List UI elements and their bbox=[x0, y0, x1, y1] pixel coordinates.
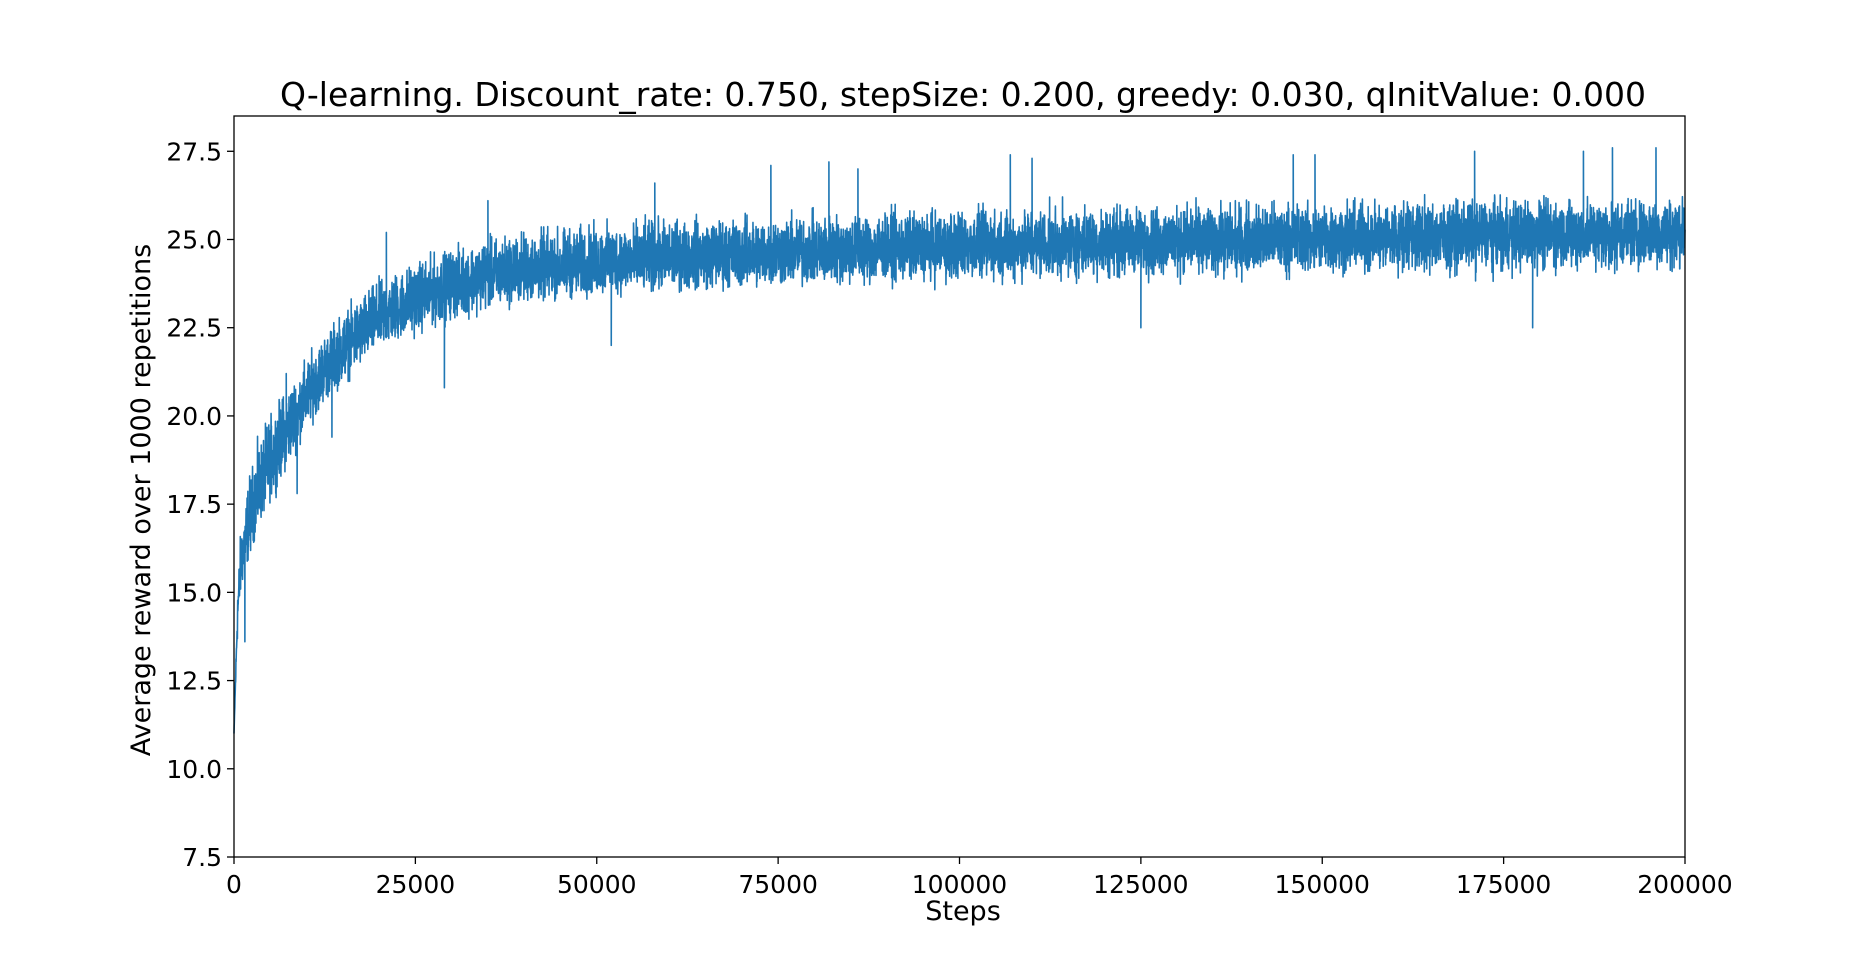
x-tick-label: 50000 bbox=[557, 870, 637, 899]
y-tick-label: 17.5 bbox=[166, 490, 222, 519]
y-axis-title: Average reward over 1000 repetitions bbox=[126, 244, 157, 756]
y-tick-label: 7.5 bbox=[182, 843, 222, 872]
chart-title: Q-learning. Discount_rate: 0.750, stepSi… bbox=[280, 75, 1646, 114]
y-tick-label: 15.0 bbox=[166, 578, 222, 607]
y-tick-label: 12.5 bbox=[166, 667, 222, 696]
plot-area bbox=[233, 146, 1686, 734]
x-axis-title: Steps bbox=[925, 896, 1001, 927]
x-axis: 0 25000 50000 75000 100000 125000 150000 175000… bbox=[226, 857, 1733, 899]
x-tick-label: 125000 bbox=[1093, 870, 1188, 899]
y-tick-label: 25.0 bbox=[166, 226, 222, 255]
series-line bbox=[233, 146, 1686, 734]
y-tick-label: 22.5 bbox=[166, 314, 222, 343]
y-tick-label: 27.5 bbox=[166, 137, 222, 166]
x-tick-label: 200000 bbox=[1637, 870, 1732, 899]
x-tick-label: 150000 bbox=[1275, 870, 1370, 899]
y-tick-label: 10.0 bbox=[166, 755, 222, 784]
x-tick-label: 75000 bbox=[738, 870, 818, 899]
x-tick-label: 100000 bbox=[912, 870, 1007, 899]
y-axis: 7.5 10.0 12.5 15.0 17.5 20.0 22.5 25.0 27.5 bbox=[166, 137, 234, 872]
y-tick-label: 20.0 bbox=[166, 402, 222, 431]
x-tick-label: 25000 bbox=[376, 870, 456, 899]
x-tick-label: 175000 bbox=[1456, 870, 1551, 899]
x-tick-label: 0 bbox=[226, 870, 242, 899]
